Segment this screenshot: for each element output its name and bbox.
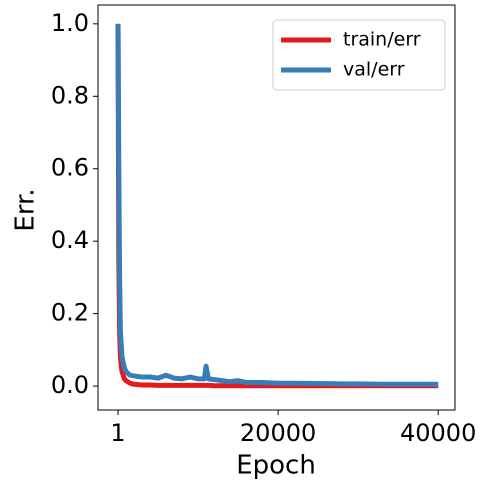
y-axis-label: Err. [11,188,41,231]
legend-label: train/err [343,29,421,51]
x-tick-label: 40000 [400,419,476,447]
y-tick-label: 1.0 [51,9,89,37]
y-tick-label: 0.6 [51,154,89,182]
legend-label: val/err [343,59,405,81]
x-tick-label: 1 [110,419,125,447]
y-tick-label: 0.0 [51,371,89,399]
y-tick-label: 0.4 [51,226,89,254]
x-tick-label: 20000 [240,419,316,447]
plot-frame [97,4,456,411]
y-tick-label: 0.2 [51,299,89,327]
x-axis-label: Epoch [236,451,316,481]
y-tick-label: 0.8 [51,81,89,109]
series-line [115,23,439,387]
